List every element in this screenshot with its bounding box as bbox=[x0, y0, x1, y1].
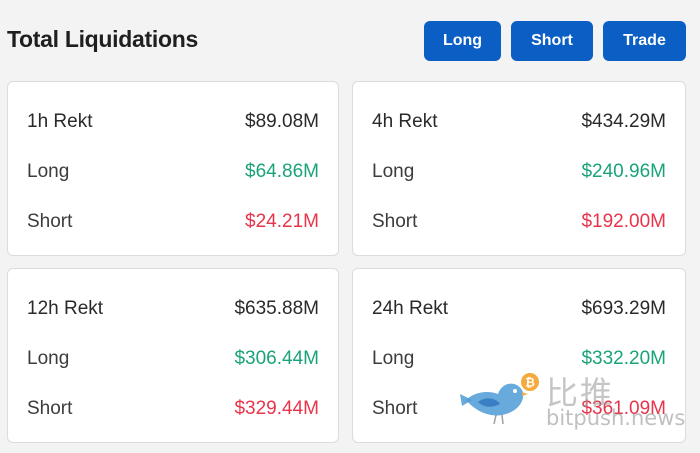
long-value: $240.96M bbox=[581, 161, 666, 182]
long-row: Long $306.44M bbox=[27, 347, 319, 371]
short-value: $329.44M bbox=[234, 398, 319, 419]
long-label: Long bbox=[27, 161, 70, 182]
short-label: Short bbox=[372, 211, 418, 232]
short-value: $192.00M bbox=[581, 211, 666, 232]
long-row: Long $332.20M bbox=[372, 347, 666, 371]
total-value: $635.88M bbox=[234, 298, 319, 319]
short-label: Short bbox=[27, 211, 73, 232]
total-value: $693.29M bbox=[581, 298, 666, 319]
long-row: Long $240.96M bbox=[372, 160, 666, 184]
total-row: 1h Rekt $89.08M bbox=[27, 110, 319, 134]
liquidation-card-24h: 24h Rekt $693.29M Long $332.20M Short $3… bbox=[352, 268, 686, 443]
short-button[interactable]: Short bbox=[511, 21, 593, 61]
long-label: Long bbox=[372, 161, 415, 182]
period-label: 24h Rekt bbox=[372, 298, 449, 319]
period-label: 4h Rekt bbox=[372, 111, 438, 132]
long-label: Long bbox=[372, 348, 415, 369]
long-value: $306.44M bbox=[234, 348, 319, 369]
total-row: 12h Rekt $635.88M bbox=[27, 297, 319, 321]
total-row: 4h Rekt $434.29M bbox=[372, 110, 666, 134]
page-title: Total Liquidations bbox=[7, 26, 198, 52]
short-row: Short $24.21M bbox=[27, 210, 319, 234]
short-label: Short bbox=[372, 398, 418, 419]
total-value: $89.08M bbox=[245, 111, 319, 132]
liquidation-card-4h: 4h Rekt $434.29M Long $240.96M Short $19… bbox=[352, 81, 686, 256]
short-value: $24.21M bbox=[245, 211, 319, 232]
total-value: $434.29M bbox=[581, 111, 666, 132]
liquidation-card-12h: 12h Rekt $635.88M Long $306.44M Short $3… bbox=[7, 268, 339, 443]
period-label: 12h Rekt bbox=[27, 298, 104, 319]
short-label: Short bbox=[27, 398, 73, 419]
long-button[interactable]: Long bbox=[424, 21, 501, 61]
header: Total Liquidations Long Short Trade bbox=[0, 0, 700, 80]
short-row: Short $192.00M bbox=[372, 210, 666, 234]
short-value: $361.09M bbox=[581, 398, 666, 419]
long-value: $332.20M bbox=[581, 348, 666, 369]
short-row: Short $361.09M bbox=[372, 397, 666, 421]
short-row: Short $329.44M bbox=[27, 397, 319, 421]
trade-button[interactable]: Trade bbox=[603, 21, 686, 61]
long-value: $64.86M bbox=[245, 161, 319, 182]
long-label: Long bbox=[27, 348, 70, 369]
liquidation-card-1h: 1h Rekt $89.08M Long $64.86M Short $24.2… bbox=[7, 81, 339, 256]
period-label: 1h Rekt bbox=[27, 111, 93, 132]
long-row: Long $64.86M bbox=[27, 160, 319, 184]
total-row: 24h Rekt $693.29M bbox=[372, 297, 666, 321]
